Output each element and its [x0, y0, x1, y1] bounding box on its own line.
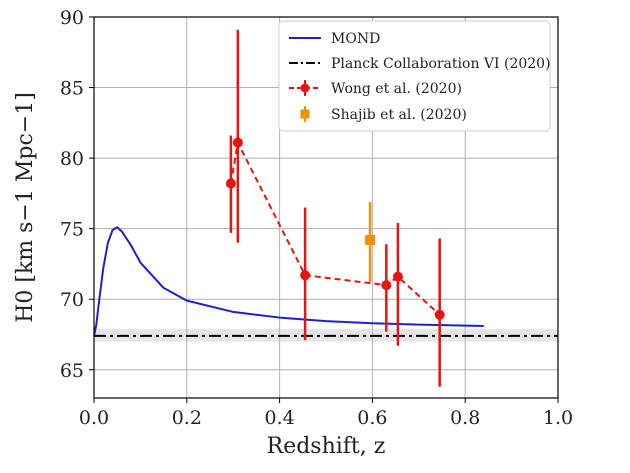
- legend-swatch-shajib-marker: [300, 109, 310, 119]
- legend-label-mond: MOND: [331, 31, 380, 47]
- axes-border: [93, 16, 559, 399]
- x-tick-label: 0.8: [450, 407, 480, 429]
- legend-label-shajib: Shajib et al. (2020): [331, 107, 467, 123]
- legend-swatches: [289, 37, 321, 122]
- y-tick-label: 70: [60, 289, 84, 311]
- legend-label-planck: Planck Collaboration VI (2020): [331, 56, 551, 72]
- wong-point: [392, 271, 403, 282]
- mond-curve: [93, 226, 484, 337]
- tick-labels: 0.0 0.2 0.4 0.6 0.8 1.0 65 70 75 80 85 90: [60, 7, 573, 429]
- x-axis-title: Redshift, z: [267, 434, 386, 459]
- y-tick-label: 85: [60, 78, 84, 100]
- axes-frame: [93, 16, 559, 399]
- wong-point: [434, 309, 445, 320]
- shajib-point: [365, 234, 376, 245]
- wong-point: [232, 137, 243, 148]
- wong-point: [300, 270, 311, 281]
- legend-box: [278, 20, 551, 132]
- x-tick-label: 0.4: [264, 407, 294, 429]
- series-layer: [93, 29, 558, 387]
- wong-point: [381, 280, 392, 291]
- legend: MOND Planck Collaboration VI (2020) Wong…: [278, 20, 551, 132]
- x-tick-label: 1.0: [543, 407, 573, 429]
- y-tick-label: 65: [60, 360, 84, 382]
- wong-point: [225, 178, 236, 189]
- x-tick-label: 0.6: [357, 407, 387, 429]
- y-tick-label: 90: [60, 7, 84, 29]
- y-tick-label: 80: [60, 148, 84, 170]
- y-axis-title: H0 [km s−1 Mpc−1]: [13, 92, 38, 323]
- legend-label-wong: Wong et al. (2020): [331, 81, 462, 97]
- x-tick-label: 0.2: [172, 407, 202, 429]
- x-tick-label: 0.0: [79, 407, 109, 429]
- legend-swatch-wong-marker: [300, 83, 310, 93]
- y-tick-label: 75: [60, 219, 84, 241]
